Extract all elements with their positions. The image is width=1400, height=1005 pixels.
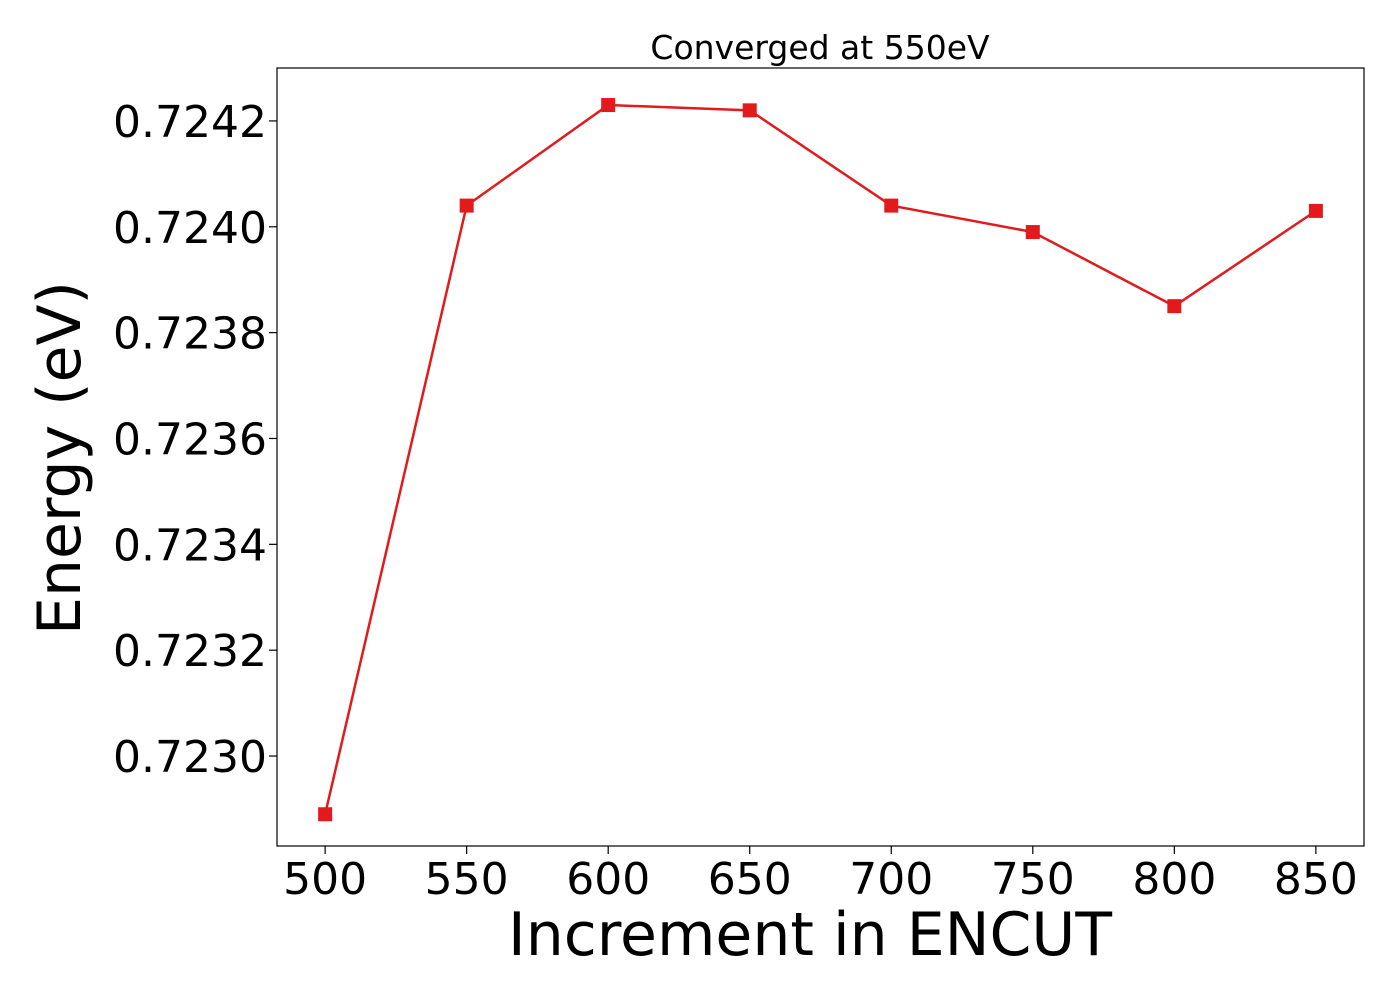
data-point-marker [1308,203,1323,218]
data-point-marker [601,98,616,113]
y-axis: 0.7230 0.7232 0.7234 0.7236 0.7238 0.7240 0.72… [113,97,277,783]
y-tick-label: 0.7230 [113,732,267,783]
y-tick-label: 0.7234 [113,520,267,571]
x-tick-label: 750 [991,854,1075,905]
x-tick-label: 550 [425,854,509,905]
y-tick-label: 0.7232 [113,626,267,677]
y-tick-label: 0.7236 [113,414,267,465]
data-point-marker [459,198,474,213]
chart-title: Converged at 550eV [650,28,990,67]
y-axis-label: Energy (eV) [25,281,95,635]
x-tick-label: 800 [1132,854,1216,905]
series-line [323,103,1317,815]
data-point-marker [1025,225,1040,240]
data-point-marker [1167,299,1182,314]
x-tick-label: 850 [1274,854,1358,905]
x-tick-label: 500 [283,854,367,905]
x-tick-label: 700 [849,854,933,905]
x-axis-label: Increment in ENCUT [508,900,1112,970]
x-tick-label: 600 [566,854,650,905]
x-axis: 500 550 600 650 700 750 800 850 [283,846,1358,905]
y-tick-label: 0.7240 [113,203,267,254]
y-tick-label: 0.7238 [113,309,267,360]
x-tick-label: 650 [708,854,792,905]
data-point-marker [318,807,333,822]
data-point-marker [742,103,757,118]
data-point-marker [884,198,899,213]
plot-frame [276,67,1365,847]
series-layer [318,98,1323,822]
y-tick-label: 0.7242 [113,97,267,148]
